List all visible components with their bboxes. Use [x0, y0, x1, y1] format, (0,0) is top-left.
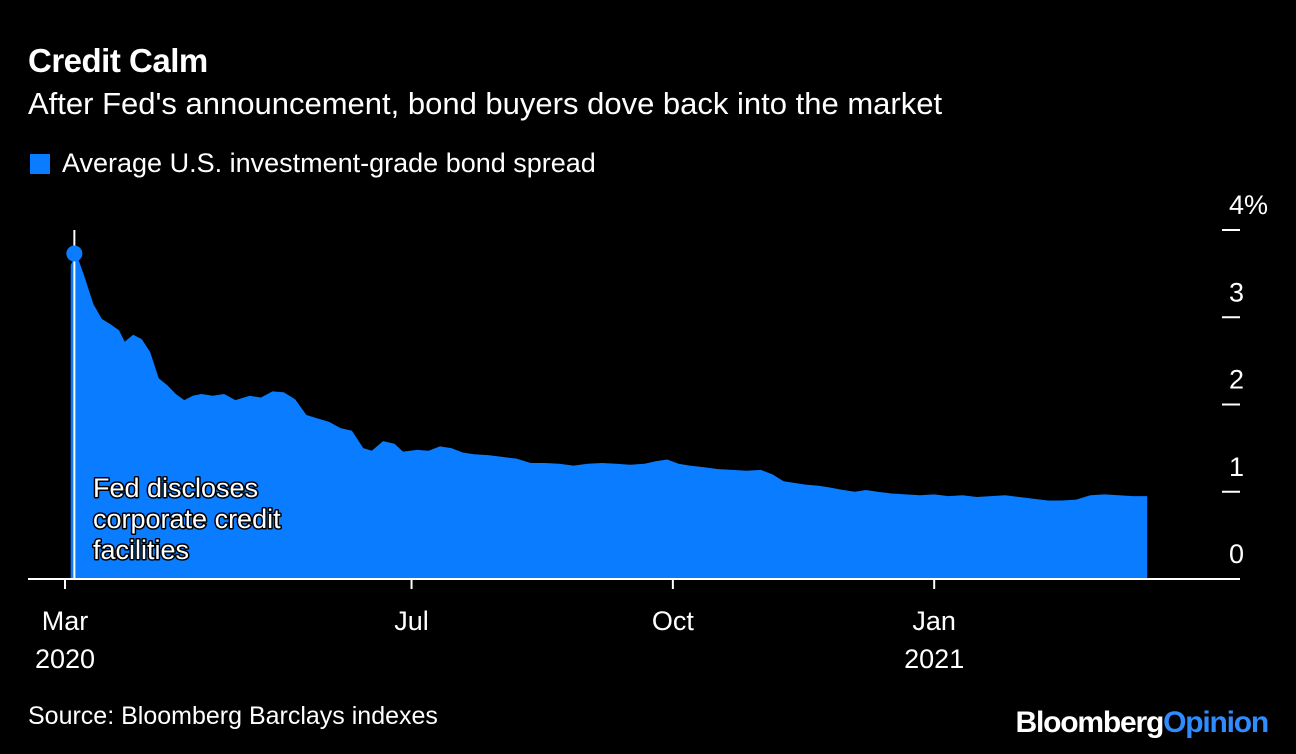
chart-subtitle: After Fed's announcement, bond buyers do…	[28, 86, 943, 121]
legend-label: Average U.S. investment-grade bond sprea…	[62, 148, 596, 178]
legend-swatch	[30, 153, 50, 174]
y-tick-label: 3	[1229, 277, 1244, 307]
y-tick-label: 2	[1229, 365, 1244, 395]
annotation-label-line: corporate credit	[93, 504, 281, 534]
annotation-label-line: Fed discloses	[93, 473, 258, 503]
annotation-marker	[66, 245, 83, 262]
legend: Average U.S. investment-grade bond sprea…	[30, 148, 596, 179]
chart-title: Credit Calm	[28, 42, 208, 79]
source-note: Source: Bloomberg Barclays indexes	[28, 702, 438, 730]
annotation-label-line: facilities	[93, 535, 189, 565]
brand-part1: Bloomberg	[1015, 706, 1165, 739]
brand-part2: Opinion	[1163, 706, 1269, 739]
y-tick-label: 4%	[1229, 190, 1268, 220]
y-tick-label: 1	[1229, 452, 1244, 482]
bloomberg-opinion-logo: BloombergOpinion	[1015, 706, 1270, 740]
annotation-label: Fed discloses corporate credit facilities	[93, 473, 281, 565]
x-tick-sublabel: 2020	[35, 644, 95, 674]
x-tick-label: Jul	[394, 606, 429, 636]
x-tick-label: Oct	[652, 606, 695, 636]
x-tick-label: Mar	[42, 606, 89, 636]
x-tick-label: Jan	[912, 606, 956, 636]
y-tick-label: 0	[1229, 539, 1244, 569]
x-tick-sublabel: 2021	[904, 644, 964, 674]
series-area	[65, 253, 1148, 579]
